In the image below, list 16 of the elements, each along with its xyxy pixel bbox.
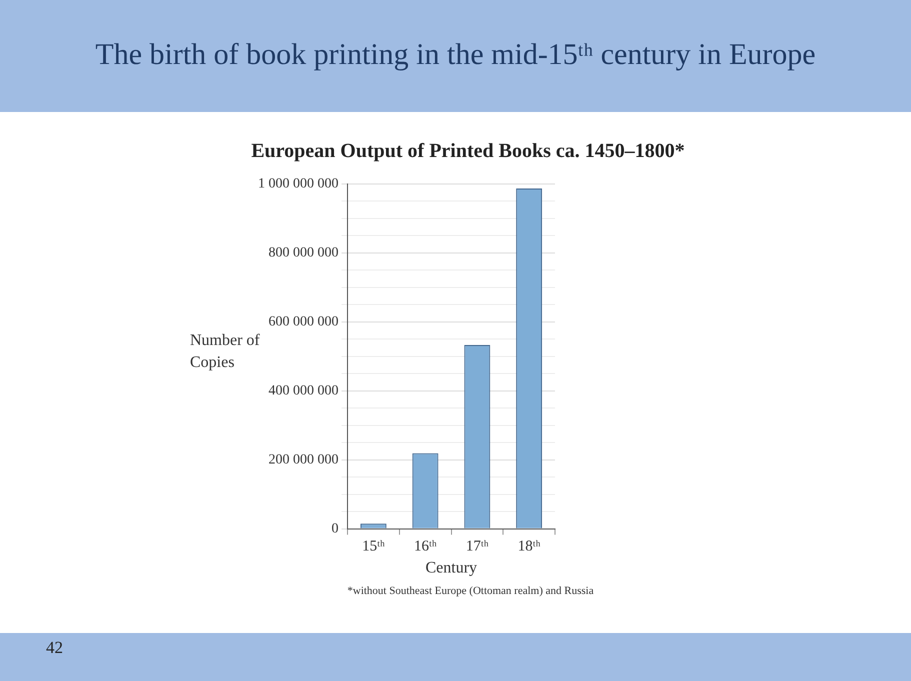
y-tick-label: 0	[332, 521, 338, 536]
text: 42	[46, 638, 63, 658]
x-axis-title: Century	[425, 560, 478, 577]
y-tick-label: 200 000 000	[268, 452, 338, 468]
y-axis-title: Number of Copies	[190, 331, 261, 373]
chart-subtitle: European Output of Printed Books ca. 1450–1800*	[250, 140, 686, 163]
x-tick-label: 15ᵗʰ	[362, 538, 385, 555]
y-tick-label: 800 000 000	[268, 246, 338, 261]
y-tick-label: 1 000 000 000	[258, 176, 338, 192]
text: *without Southeast Europe (Ottoman realm) and Russia	[346, 585, 595, 597]
y-tick-label: 400 000 000	[268, 384, 338, 399]
chart-title: The birth of book printing in the mid-15ᵗʰ century in Europe	[94, 38, 817, 72]
x-tick-label: 18ᵗʰ	[518, 538, 541, 555]
x-tick-label: 17ᵗʰ	[466, 538, 489, 555]
x-tick-label: 16ᵗʰ	[414, 538, 437, 555]
y-tick-label: 600 000 000	[268, 314, 338, 330]
